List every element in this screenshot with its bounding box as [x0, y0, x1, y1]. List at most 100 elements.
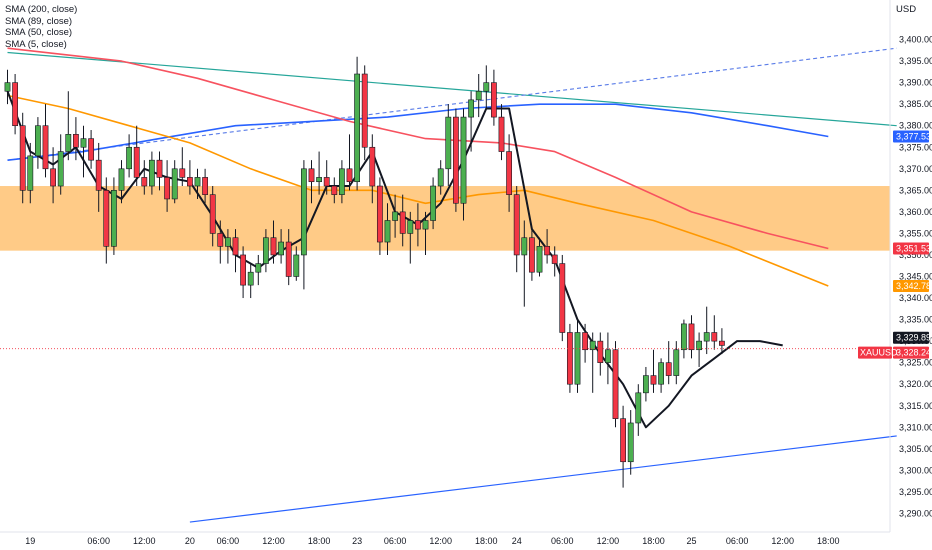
time-tick-label: 06:00 — [551, 536, 574, 546]
price-tick-label: 3,355.000 — [899, 228, 932, 238]
candle-body — [111, 190, 117, 247]
candle — [247, 263, 254, 299]
candle-body — [225, 237, 231, 247]
currency-label[interactable]: USD — [896, 4, 917, 15]
time-tick-label: 19 — [25, 536, 35, 546]
candle-body — [642, 375, 649, 394]
candle — [422, 211, 429, 255]
candle-body — [696, 340, 702, 351]
symbol-tag-text: XAUUSD — [860, 348, 898, 358]
sma-200-tag-bg — [893, 130, 929, 143]
sma-line-200 — [7, 103, 829, 161]
candle-body — [255, 263, 262, 273]
candle — [399, 194, 406, 247]
candle-body — [658, 362, 664, 385]
candle-body — [300, 168, 307, 256]
sma-89-tag-bg — [893, 242, 929, 255]
candle — [582, 323, 588, 363]
candle — [566, 323, 573, 393]
candle — [300, 160, 307, 290]
legend-sma-200[interactable]: SMA (200, close) — [5, 4, 78, 15]
trendlines[interactable] — [7, 47, 897, 523]
candle-body — [331, 185, 338, 195]
candle — [34, 117, 41, 169]
candle — [642, 366, 649, 402]
time-tick-label: 18:00 — [475, 536, 498, 546]
candle-body — [316, 177, 322, 183]
candle-body — [627, 422, 634, 463]
candle-body — [4, 82, 11, 92]
candle — [278, 229, 284, 264]
sma-50-tag-bg — [893, 279, 929, 292]
candle — [156, 151, 163, 191]
candle-body — [19, 125, 26, 191]
candle-body — [498, 116, 505, 152]
candle — [57, 134, 64, 195]
price-tick-label: 3,350.000 — [899, 250, 932, 260]
legend-sma-50[interactable]: SMA (50, close) — [5, 27, 73, 38]
candle — [171, 160, 178, 204]
candle — [27, 142, 34, 204]
candle — [665, 341, 672, 385]
sma-5-tag-bg — [893, 331, 929, 344]
candle-body — [34, 125, 41, 157]
candle-body — [392, 211, 398, 221]
price-tick-label: 3,395.000 — [899, 56, 932, 66]
candle — [688, 315, 695, 359]
price-tick-label: 3,380.000 — [899, 121, 932, 131]
time-tick-label: 12:00 — [262, 536, 285, 546]
candle — [255, 254, 262, 286]
candle-body — [384, 220, 391, 243]
candle — [475, 74, 482, 118]
candle — [194, 168, 201, 199]
candle-body — [126, 146, 132, 170]
candle-body — [149, 159, 155, 187]
candle — [376, 177, 383, 255]
candle — [680, 319, 687, 359]
candle — [559, 254, 566, 342]
candle-body — [589, 340, 596, 351]
candle-body — [156, 159, 163, 178]
candle-body — [718, 340, 725, 346]
symbol-tag-bg — [858, 346, 892, 359]
candle — [392, 194, 398, 238]
candle — [133, 125, 140, 187]
candle — [407, 211, 414, 264]
price-tick-label: 3,370.000 — [899, 164, 932, 174]
candle — [202, 168, 208, 204]
candle-body — [202, 177, 208, 195]
candle — [346, 134, 353, 191]
candle-body — [80, 138, 87, 148]
candle-body — [422, 220, 429, 230]
candle-body — [559, 263, 566, 333]
candle-body — [483, 82, 490, 92]
price-axis[interactable]: 3,290.000 3,295.000 3,300.000 3,305.000 3,31… — [889, 0, 932, 532]
time-axis[interactable]: 19 06:00 12:00 20 06:00 12:00 18:00 23 06:00 12:0… — [0, 531, 890, 546]
time-tick-label: 06:00 — [384, 536, 407, 546]
legend-sma-5[interactable]: SMA (5, close) — [5, 38, 67, 50]
sma-89-tag: 3,351.53 — [893, 242, 931, 255]
candle — [262, 229, 269, 273]
current-price-tag: 3,328.24 — [893, 346, 931, 359]
candle — [240, 246, 246, 299]
indicator-legend[interactable]: SMA (200, close) SMA (89, close) SMA (50… — [5, 4, 77, 50]
candle-body — [544, 246, 550, 256]
candle-body — [414, 220, 421, 230]
candle-body — [65, 134, 72, 152]
price-tick-label: 3,290.000 — [899, 508, 932, 518]
candle — [65, 91, 72, 161]
candle — [103, 177, 110, 264]
candle-body — [27, 155, 34, 191]
candle — [95, 142, 102, 212]
candle-body — [650, 375, 657, 385]
sma-50-tag: 3,342.78 — [893, 279, 931, 292]
candle-body — [468, 99, 474, 118]
candle-body — [521, 237, 528, 256]
candle — [369, 134, 376, 204]
legend-sma-89[interactable]: SMA (89, close) — [5, 15, 73, 27]
candle — [149, 151, 155, 195]
time-tick-label: 06:00 — [217, 536, 240, 546]
candle-body — [354, 73, 360, 183]
sma-200-tag: 3,377.53 — [893, 130, 931, 143]
